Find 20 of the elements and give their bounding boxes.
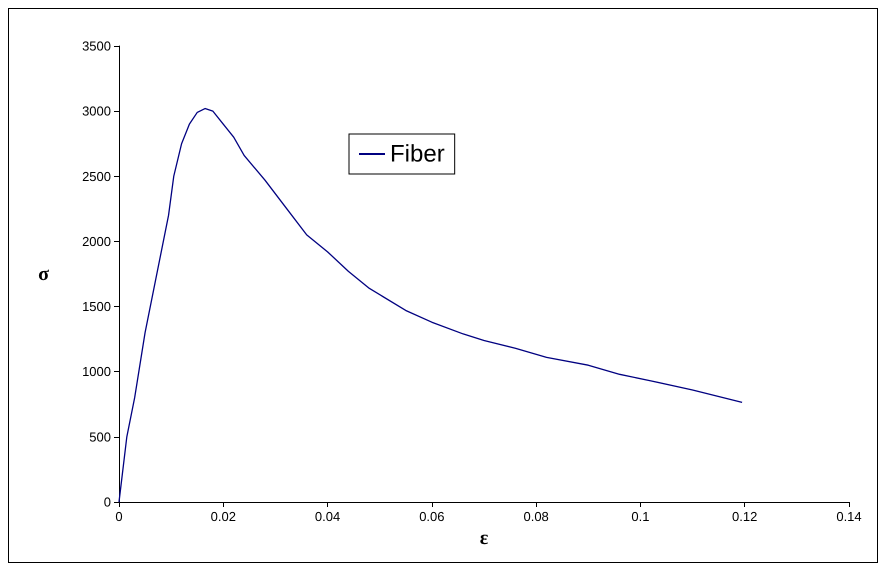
x-tick-label: 0 xyxy=(115,509,123,524)
y-tick-label: 2000 xyxy=(82,234,111,249)
line-series xyxy=(118,108,743,503)
y-tick-label: 3500 xyxy=(82,38,111,54)
x-axis-title: ε xyxy=(480,526,489,549)
y-tick-label: 2500 xyxy=(82,168,111,184)
x-tick-label: 0.14 xyxy=(836,509,862,524)
x-tick-label: 0.06 xyxy=(419,509,445,524)
x-tick-label: 0.04 xyxy=(314,509,340,524)
y-tick-label: 500 xyxy=(89,429,111,444)
y-tick-label: 1500 xyxy=(82,299,111,314)
x-tick-label: 0.12 xyxy=(732,509,758,524)
y-tick-label: 3000 xyxy=(82,104,111,119)
y-tick-label: 1000 xyxy=(82,364,111,380)
y-axis-title: σ xyxy=(38,263,50,285)
y-tick-label: 0 xyxy=(104,494,111,510)
legend-label: Fiber xyxy=(390,140,445,168)
x-tick-label: 0.02 xyxy=(210,509,236,524)
x-tick-label: 0.08 xyxy=(523,509,549,524)
x-tick-label: 0.1 xyxy=(631,509,650,524)
